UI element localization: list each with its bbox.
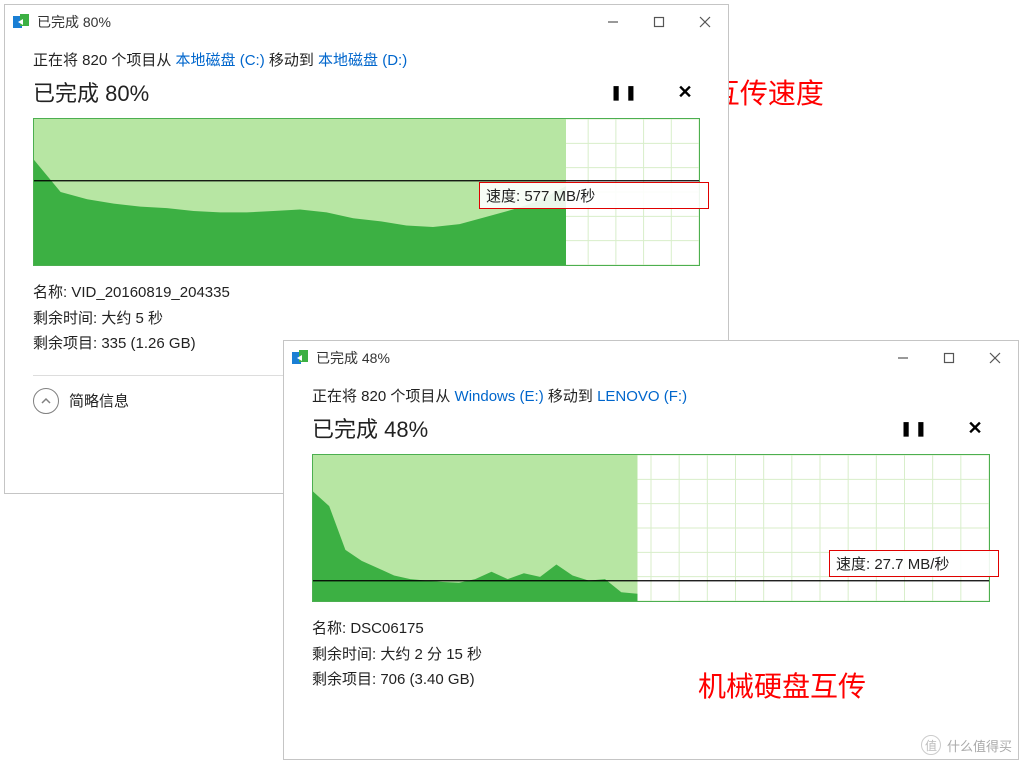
- items-remaining: 335 (1.26 GB): [101, 335, 195, 352]
- dialog-title: 已完成 48%: [316, 348, 390, 368]
- progress-text: 已完成 80%: [33, 76, 580, 108]
- pause-button[interactable]: ❚❚: [610, 78, 640, 106]
- progress-text: 已完成 48%: [312, 412, 870, 444]
- speed-chart[interactable]: 速度: 577 MB/秒: [33, 118, 700, 266]
- speed-readout: 速度: 577 MB/秒: [479, 182, 709, 209]
- copy-transfer-icon: [13, 13, 31, 31]
- speed-chart[interactable]: 速度: 27.7 MB/秒: [312, 454, 990, 602]
- minimize-button[interactable]: [880, 343, 926, 373]
- titlebar: 已完成 80%: [5, 5, 728, 39]
- file-copy-dialog-2: 已完成 48% 正在将 820 个项目从 Windows (E:) 移动到 LE…: [283, 340, 1019, 760]
- close-button[interactable]: [972, 343, 1018, 373]
- cancel-button[interactable]: ✕: [670, 78, 700, 106]
- speed-readout: 速度: 27.7 MB/秒: [829, 550, 999, 577]
- item-name: VID_20160819_204335: [71, 284, 229, 301]
- watermark: 值 什么值得买: [921, 735, 1012, 755]
- minimize-button[interactable]: [590, 7, 636, 37]
- items-remaining: 706 (3.40 GB): [380, 671, 474, 688]
- annotation-hdd: 机械硬盘互传: [698, 665, 866, 705]
- dialog-title: 已完成 80%: [37, 12, 111, 32]
- dest-drive-link[interactable]: LENOVO (F:): [597, 388, 687, 405]
- transfer-info: 名称: DSC06175 剩余时间: 大约 2 分 15 秒 剩余项目: 706…: [312, 616, 990, 693]
- close-button[interactable]: [682, 7, 728, 37]
- item-name: DSC06175: [350, 620, 423, 637]
- copy-transfer-icon: [292, 349, 310, 367]
- maximize-button[interactable]: [636, 7, 682, 37]
- source-drive-link[interactable]: 本地磁盘 (C:): [176, 52, 265, 69]
- pause-button[interactable]: ❚❚: [900, 414, 930, 442]
- time-remaining: 大约 2 分 15 秒: [380, 646, 482, 663]
- time-remaining: 大约 5 秒: [101, 310, 163, 327]
- dest-drive-link[interactable]: 本地磁盘 (D:): [318, 52, 407, 69]
- maximize-button[interactable]: [926, 343, 972, 373]
- transfer-description: 正在将 820 个项目从 本地磁盘 (C:) 移动到 本地磁盘 (D:): [33, 49, 700, 70]
- chevron-up-icon: [33, 388, 59, 414]
- source-drive-link[interactable]: Windows (E:): [455, 388, 544, 405]
- cancel-button[interactable]: ✕: [960, 414, 990, 442]
- watermark-logo-icon: 值: [921, 735, 941, 755]
- titlebar: 已完成 48%: [284, 341, 1018, 375]
- transfer-description: 正在将 820 个项目从 Windows (E:) 移动到 LENOVO (F:…: [312, 385, 990, 406]
